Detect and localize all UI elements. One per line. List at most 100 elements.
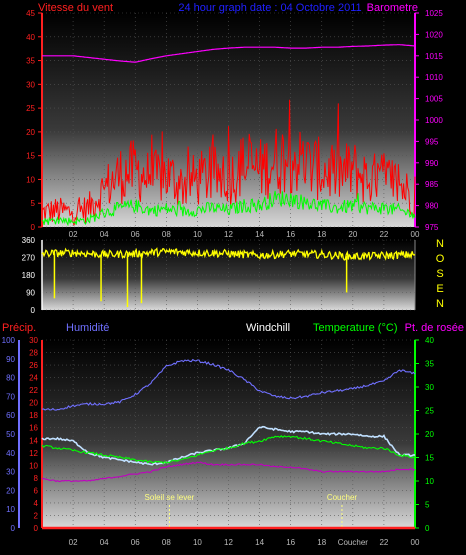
sun-event-label: Soleil se lever bbox=[145, 493, 195, 502]
y-left-tick-label: 5 bbox=[31, 199, 36, 208]
y-left-tick-label: 30 bbox=[26, 80, 35, 89]
dewpoint-line bbox=[41, 461, 416, 483]
compass-label: N bbox=[436, 238, 444, 250]
x-tick-label: 12 bbox=[224, 230, 233, 239]
precip-tick-label: 20 bbox=[29, 399, 38, 408]
temp-tick-label: 30 bbox=[425, 383, 434, 392]
x-tick-label: 14 bbox=[255, 538, 264, 547]
y-left-tick-label: 25 bbox=[26, 104, 35, 113]
direction-tick-label: 0 bbox=[31, 306, 36, 315]
precip-tick-label: 4 bbox=[34, 499, 39, 508]
humidity-tick-label: 0 bbox=[11, 524, 16, 533]
y-right-tick-label: 995 bbox=[425, 137, 439, 146]
y-left-tick-label: 45 bbox=[26, 9, 35, 18]
x-tick-label: Coucher bbox=[338, 538, 369, 547]
y-left-tick-label: 0 bbox=[31, 223, 36, 232]
y-right-tick-label: 980 bbox=[425, 202, 439, 211]
x-tick-label: 14 bbox=[255, 230, 264, 239]
y-right-tick-label: 1005 bbox=[425, 95, 443, 104]
sun-event-label: Coucher bbox=[327, 493, 358, 502]
precip-tick-label: 2 bbox=[34, 511, 39, 520]
y-right-tick-label: 1010 bbox=[425, 73, 443, 82]
direction-tick-label: 360 bbox=[22, 236, 36, 245]
chart-title: 24 hour graph date : 04 Octobre 2011 bbox=[178, 2, 361, 14]
windchill-line bbox=[41, 425, 416, 466]
direction-tick-label: 180 bbox=[22, 271, 36, 280]
humidity-tick-label: 40 bbox=[6, 449, 15, 458]
x-tick-label: 06 bbox=[131, 538, 140, 547]
x-tick-label: 04 bbox=[100, 230, 109, 239]
wind-gust-line bbox=[41, 190, 416, 227]
x-tick-label: 08 bbox=[162, 538, 171, 547]
precip-tick-label: 6 bbox=[34, 486, 39, 495]
humidity-tick-label: 90 bbox=[6, 355, 15, 364]
humidity-tick-label: 70 bbox=[6, 392, 15, 401]
humidity-line bbox=[41, 358, 416, 411]
temp-tick-label: 5 bbox=[425, 501, 430, 510]
compass-label: E bbox=[436, 283, 443, 295]
temperature-line bbox=[41, 435, 416, 465]
precip-tick-label: 14 bbox=[29, 436, 38, 445]
x-tick-label: 18 bbox=[317, 230, 326, 239]
precip-tick-label: 16 bbox=[29, 424, 38, 433]
precip-tick-label: 22 bbox=[29, 386, 38, 395]
wind-speed-line bbox=[41, 99, 416, 226]
x-tick-label: 10 bbox=[193, 538, 202, 547]
humidity-tick-label: 20 bbox=[6, 486, 15, 495]
precip-tick-label: 8 bbox=[34, 474, 39, 483]
direction-tick-label: 90 bbox=[26, 289, 35, 298]
temp-tick-label: 40 bbox=[425, 336, 434, 345]
wind-axis-label: Vitesse du vent bbox=[38, 2, 113, 14]
legend-humidity: Humidité bbox=[66, 322, 109, 334]
precip-tick-label: 28 bbox=[29, 349, 38, 358]
temp-tick-label: 35 bbox=[425, 360, 434, 369]
x-tick-label: 12 bbox=[224, 538, 233, 547]
x-tick-label: 22 bbox=[379, 538, 388, 547]
y-right-tick-label: 1000 bbox=[425, 116, 443, 125]
precip-tick-label: 18 bbox=[29, 411, 38, 420]
humidity-tick-label: 30 bbox=[6, 468, 15, 477]
x-tick-label: 02 bbox=[69, 538, 78, 547]
x-tick-label: 18 bbox=[317, 538, 326, 547]
y-left-tick-label: 40 bbox=[26, 33, 35, 42]
humidity-tick-label: 100 bbox=[2, 336, 16, 345]
temp-tick-label: 25 bbox=[425, 407, 434, 416]
y-right-tick-label: 1015 bbox=[425, 52, 443, 61]
x-tick-label: 00 bbox=[411, 230, 420, 239]
x-tick-label: 06 bbox=[131, 230, 140, 239]
humidity-tick-label: 80 bbox=[6, 374, 15, 383]
precip-tick-label: 0 bbox=[34, 524, 39, 533]
x-tick-label: 04 bbox=[100, 538, 109, 547]
temp-tick-label: 20 bbox=[425, 430, 434, 439]
compass-label: S bbox=[436, 268, 443, 280]
y-left-tick-label: 15 bbox=[26, 152, 35, 161]
precip-tick-label: 10 bbox=[29, 461, 38, 470]
x-tick-label: 22 bbox=[379, 230, 388, 239]
humidity-tick-label: 60 bbox=[6, 411, 15, 420]
data-series bbox=[41, 44, 416, 530]
x-tick-label: 02 bbox=[69, 230, 78, 239]
y-left-tick-label: 35 bbox=[26, 57, 35, 66]
legend-windchill: Windchill bbox=[246, 322, 290, 334]
y-right-tick-label: 1025 bbox=[425, 9, 443, 18]
x-tick-label: 16 bbox=[286, 230, 295, 239]
x-tick-label: 20 bbox=[348, 230, 357, 239]
direction-tick-label: 270 bbox=[22, 254, 36, 263]
temp-tick-label: 0 bbox=[425, 524, 430, 533]
y-right-tick-label: 990 bbox=[425, 159, 439, 168]
legend-dewpoint: Pt. de rosée bbox=[405, 322, 464, 334]
legend-temperature: Temperature (°C) bbox=[313, 322, 397, 334]
axes: 0510152025303540459759809859909951000100… bbox=[2, 9, 445, 547]
wind-direction-line bbox=[41, 247, 416, 261]
x-tick-label: 08 bbox=[162, 230, 171, 239]
precip-tick-label: 24 bbox=[29, 374, 38, 383]
y-right-tick-label: 975 bbox=[425, 223, 439, 232]
x-tick-label: 00 bbox=[411, 538, 420, 547]
x-tick-label: 10 bbox=[193, 230, 202, 239]
precip-tick-label: 12 bbox=[29, 449, 38, 458]
y-right-tick-label: 1020 bbox=[425, 30, 443, 39]
barometer-line bbox=[42, 44, 416, 63]
y-right-tick-label: 985 bbox=[425, 180, 439, 189]
humidity-tick-label: 50 bbox=[6, 430, 15, 439]
